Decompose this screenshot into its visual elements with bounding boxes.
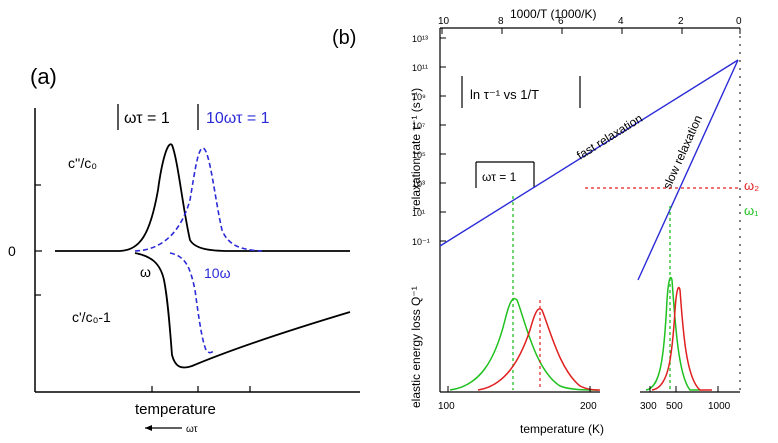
- modulus-curve-omega: [134, 252, 351, 369]
- omega-tau-text: ωτ = 1: [482, 170, 517, 184]
- top-ticks: 10 8 6 4 2 0: [438, 16, 742, 34]
- rate-tick-label: 10³: [412, 179, 425, 189]
- loss-curve-omega: [55, 143, 350, 252]
- arrow-label: ωτ: [186, 424, 198, 435]
- loss-peak-red-high: [651, 286, 712, 391]
- rate-tick-label: 10¹³: [412, 34, 428, 44]
- top-tick-label: 10: [438, 16, 450, 27]
- bottom-tick-label: 500: [666, 401, 683, 412]
- panel-a: (a) 0 ωτ = 1 10ωτ = 1 c''/c₀ ω 10ω c'/c₀…: [8, 64, 360, 435]
- bottom-tick-label: 100: [438, 401, 455, 412]
- top-axis-title: 1000/T (1000/K): [510, 7, 597, 21]
- loss-peak-green-low: [449, 297, 599, 391]
- modulus-label: c'/c₀-1: [72, 309, 111, 325]
- loss-peak-green-high: [645, 276, 700, 391]
- bottom-tick-label: 200: [580, 401, 597, 412]
- ten-omega-label: 10ω: [204, 265, 231, 281]
- rate-axis-title: relaxation rate τ⁻¹ (s⁻¹): [409, 88, 423, 210]
- top-tick-label: 6: [558, 16, 564, 27]
- rate-ticks: 10¹³ 10¹¹ 10⁹ 10⁷ 10⁵ 10³ 10¹ 10⁻¹: [412, 34, 446, 247]
- bottom-axis-title: temperature (K): [520, 422, 604, 436]
- panel-b: (b) 1000/T (1000/K) 10 8 6 4 2 0 10¹³10¹¹10⁹1…: [332, 7, 759, 436]
- bottom-tick-label: 1000: [708, 401, 731, 412]
- arrow-head: [145, 425, 152, 431]
- zero-label: 0: [8, 243, 16, 259]
- fast-label: fast relaxation: [574, 111, 645, 162]
- top-tick-label: 0: [736, 16, 742, 27]
- fast-relaxation-line: [439, 59, 739, 247]
- top-tick-label: 2: [678, 16, 684, 27]
- slow-label: slow relaxation: [660, 113, 705, 191]
- omega2-label: ω₂: [744, 178, 759, 193]
- x-axis-label: temperature: [135, 401, 216, 418]
- rate-tick-label: 10¹: [412, 208, 425, 218]
- omega1-label: ω₁: [744, 203, 759, 218]
- top-tick-label: 4: [618, 16, 624, 27]
- bottom-tick-label: 300: [640, 401, 657, 412]
- omega-label: ω: [140, 264, 151, 280]
- rate-tick-label: 10⁹: [412, 92, 426, 102]
- ten-omega-tau-label: 10ωτ = 1: [206, 110, 270, 127]
- panel-a-label: (a): [30, 64, 57, 89]
- rate-tick-label: 10⁷: [412, 121, 425, 131]
- rate-tick-label: 10¹¹: [412, 63, 428, 73]
- loss-peak-red-low: [477, 308, 601, 391]
- modulus-curve-10omega: [169, 252, 215, 354]
- slow-relaxation-line: [637, 59, 739, 281]
- panel-b-label: (b): [332, 27, 356, 49]
- loss-curve-10omega: [134, 147, 263, 252]
- top-tick-label: 8: [498, 16, 504, 27]
- legend-text: ln τ⁻¹ vs 1/T: [470, 87, 539, 102]
- rate-tick-label: 10⁻¹: [412, 237, 430, 247]
- loss-label: c''/c₀: [68, 155, 97, 171]
- rate-tick-label: 10⁵: [412, 150, 426, 160]
- loss-axis-title: elastic energy loss Q⁻¹: [409, 286, 423, 408]
- bottom-ticks: 100 200 300 500 1000: [438, 386, 731, 412]
- omega-tau-label: ωτ = 1: [124, 110, 170, 127]
